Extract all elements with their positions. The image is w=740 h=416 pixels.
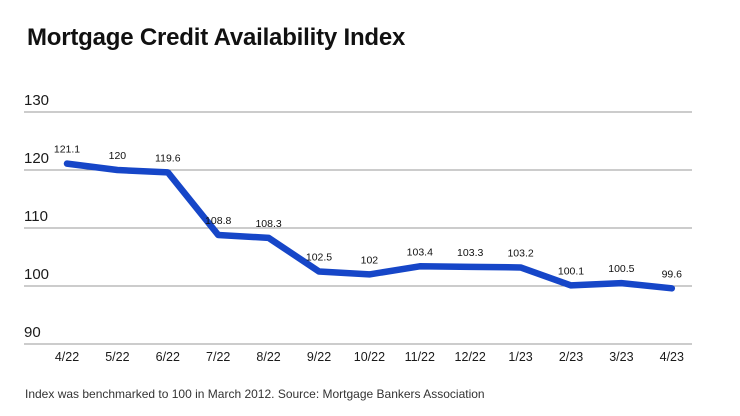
data-label: 108.8 (205, 215, 231, 227)
x-tick-label: 6/22 (156, 350, 180, 364)
data-label: 103.3 (457, 247, 483, 259)
x-tick-label: 10/22 (354, 350, 385, 364)
data-label: 102 (361, 254, 379, 266)
data-label: 119.6 (155, 152, 181, 164)
x-tick-label: 8/22 (256, 350, 280, 364)
y-tick-label: 130 (24, 92, 49, 109)
chart-svg: 90 100 110 120 130 121.1 120 119.6 108.8 108.3 102… (24, 92, 692, 364)
chart-area: 90 100 110 120 130 121.1 120 119.6 108.8 108.3 102… (0, 80, 740, 380)
y-tick-label: 120 (24, 150, 49, 167)
x-tick-label: 9/22 (307, 350, 331, 364)
data-label: 99.6 (662, 268, 683, 280)
y-tick-label: 90 (24, 324, 41, 341)
chart-footnote: Index was benchmarked to 100 in March 20… (25, 387, 485, 401)
data-line (63, 160, 676, 292)
x-tick-label: 3/23 (609, 350, 633, 364)
x-tick-label: 2/23 (559, 350, 583, 364)
chart-title: Mortgage Credit Availability Index (27, 24, 406, 51)
x-tick-label: 5/22 (105, 350, 129, 364)
y-tick-label: 100 (24, 266, 49, 283)
x-tick-label: 4/23 (660, 350, 684, 364)
data-label: 102.5 (306, 252, 332, 264)
data-label: 120 (109, 150, 127, 162)
y-tick-label: 110 (24, 208, 48, 225)
data-label: 103.4 (407, 246, 433, 258)
data-label: 100.5 (608, 263, 634, 275)
x-tick-label: 7/22 (206, 350, 230, 364)
x-tick-label: 11/22 (405, 350, 435, 364)
data-label: 103.2 (507, 247, 533, 259)
x-tick-label: 1/23 (508, 350, 532, 364)
data-label: 100.1 (558, 265, 584, 277)
data-label: 121.1 (54, 144, 80, 156)
data-label: 108.3 (255, 218, 281, 230)
x-tick-label: 4/22 (55, 350, 79, 364)
x-tick-label: 12/22 (455, 350, 486, 364)
